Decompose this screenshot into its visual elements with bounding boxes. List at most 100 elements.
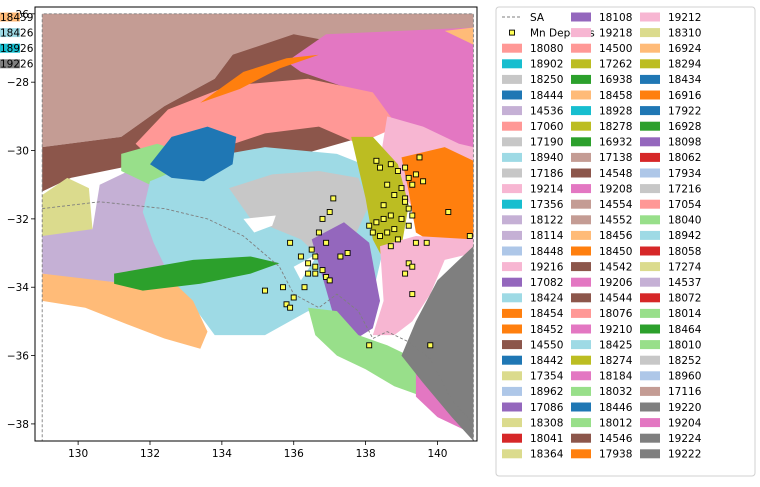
y-axis: −26−28−30−32−34−36−38 (7, 9, 35, 431)
extent-outline (41, 13, 474, 441)
legend-swatch (571, 433, 591, 443)
deposit-point (330, 195, 337, 202)
legend-label: 16916 (668, 90, 702, 102)
deposit-point (387, 212, 394, 219)
legend-swatch (502, 340, 522, 350)
legend-label: 16938 (599, 74, 632, 86)
legend-swatch (571, 90, 591, 100)
legend-label: 19208 (599, 183, 632, 195)
region-21 (401, 246, 474, 441)
legend-label: 17086 (530, 402, 564, 414)
legend-label: 18456 (599, 230, 633, 242)
legend-label: 18010 (668, 339, 701, 351)
legend-label: 17938 (599, 449, 632, 461)
legend-label: 18446 (599, 402, 633, 414)
deposit-point (416, 154, 423, 161)
deposit-point (409, 212, 416, 219)
legend-swatch (640, 324, 660, 334)
deposit-point (315, 229, 322, 236)
deposit-point (445, 209, 452, 215)
deposit-point (366, 342, 373, 349)
legend-swatch (640, 262, 660, 272)
legend-label: 18076 (599, 308, 633, 320)
legend-label: 18308 (530, 417, 563, 429)
legend-swatch (571, 121, 591, 131)
legend-swatch (640, 43, 660, 53)
deposit-point (262, 287, 268, 294)
deposit-point (405, 222, 412, 229)
deposit-point (402, 198, 409, 205)
deposit-point (297, 253, 304, 260)
legend-label: 18032 (599, 386, 632, 398)
legend-label: 18114 (530, 230, 564, 242)
deposit-point (305, 260, 312, 267)
deposit-point (287, 304, 294, 311)
x-tick-label: 132 (140, 448, 160, 460)
deposit-point (409, 291, 416, 298)
legend-swatch (502, 230, 522, 240)
deposit-point (387, 161, 394, 168)
deposit-point (405, 174, 412, 181)
legend-swatch (640, 308, 660, 318)
geology-regions (42, 13, 474, 441)
legend-label: 18274 (599, 355, 633, 367)
legend-swatch (502, 355, 522, 365)
legend-swatch (0, 28, 20, 38)
legend-label: 17138 (599, 152, 632, 164)
deposit-point (391, 226, 398, 233)
legend-frame (495, 6, 756, 477)
legend-swatch (571, 152, 591, 162)
legend-label: 18122 (530, 215, 563, 227)
legend-swatch (640, 340, 660, 350)
legend-swatch (571, 386, 591, 396)
legend-label: 14544 (599, 293, 633, 305)
legend-swatch (0, 12, 20, 22)
deposit-point (287, 239, 294, 246)
legend-swatch (502, 59, 522, 69)
y-tick-label: −34 (7, 282, 29, 294)
sa-boundary-layer (42, 201, 474, 425)
deposit-point (377, 233, 383, 239)
legend-swatch (571, 324, 591, 334)
legend-label: 17116 (668, 386, 702, 398)
region-11 (150, 126, 237, 182)
region-5 (200, 54, 319, 103)
legend-swatch (571, 12, 591, 22)
legend-label: 18080 (530, 43, 563, 55)
legend-label: 18464 (668, 324, 702, 336)
legend-label: 18454 (530, 308, 564, 320)
legend-label: 19222 (668, 449, 701, 461)
legend-swatch (502, 371, 522, 381)
legend-label: 14552 (599, 215, 632, 227)
legend-swatch (571, 215, 591, 225)
legend-swatch (640, 277, 660, 287)
legend-label: 17190 (530, 137, 563, 149)
region-16 (42, 273, 208, 349)
legend-label: 18902 (530, 59, 563, 71)
deposit-point (301, 284, 308, 291)
deposit-point (412, 171, 419, 178)
legend-label: 14536 (530, 105, 564, 117)
legend-swatch (502, 324, 522, 334)
legend-swatch (571, 106, 591, 116)
legend-label: 18310 (668, 27, 701, 39)
deposit-point (409, 263, 416, 270)
legend-swatch (640, 59, 660, 69)
deposit-point (402, 164, 409, 171)
legend-swatch (571, 277, 591, 287)
legend-label: 19226 (0, 59, 34, 71)
legend-label: 18442 (530, 355, 563, 367)
legend-swatch (640, 168, 660, 178)
deposit-point (409, 181, 416, 188)
legend-swatch (502, 433, 522, 443)
x-tick-label: 138 (356, 448, 376, 460)
deposit-point (312, 270, 319, 277)
legend-label: 18278 (599, 121, 632, 133)
region-15 (311, 222, 380, 342)
legend-label: 18450 (599, 246, 632, 258)
region-18 (308, 307, 438, 397)
deposit-point (337, 253, 344, 260)
region-13 (351, 136, 409, 267)
